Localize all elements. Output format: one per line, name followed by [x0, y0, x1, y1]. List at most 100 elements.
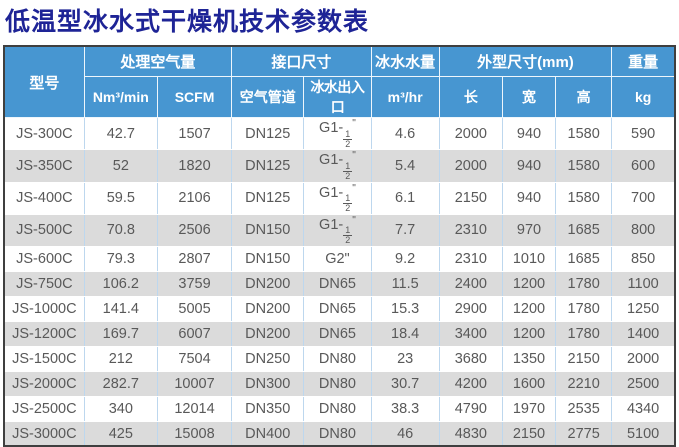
table-row: JS-350C 52 1820 DN125 G1- 1 2 " 5.4 2000 940 1580 60…	[3, 149, 676, 183]
value-cell: 169.7	[83, 320, 158, 347]
value-cell: 15.3	[370, 295, 440, 322]
header-port-water-inlet: 冰水出入口	[303, 76, 372, 119]
table-row: JS-1000C 141.4 5005 DN200 DN65 15.3 2900 1200 17…	[3, 295, 676, 322]
value-cell: 30.7	[370, 370, 440, 397]
value-cell: 1100	[611, 270, 676, 297]
value-cell: DN65	[303, 270, 372, 297]
page-title: 低温型冰水式干燥机技术参数表	[5, 8, 370, 36]
value-cell: 52	[83, 149, 158, 183]
model-cell: JS-1000C	[3, 295, 85, 322]
value-cell: DN80	[303, 420, 372, 447]
value-cell: 79.3	[83, 245, 158, 272]
value-cell: 18.4	[370, 320, 440, 347]
value-cell: 940	[501, 117, 557, 151]
value-cell: DN125	[231, 117, 305, 151]
value-cell: G1- 1 2 "	[303, 149, 372, 183]
model-cell: JS-3000C	[3, 420, 85, 447]
value-cell: 970	[501, 213, 557, 247]
value-cell: DN125	[231, 181, 305, 215]
value-cell: 282.7	[83, 370, 158, 397]
value-cell: 2900	[438, 295, 503, 322]
value-cell: G2"	[303, 245, 372, 272]
value-cell: 2150	[555, 345, 613, 372]
value-cell: 7504	[156, 345, 233, 372]
header-dim-height: 高	[555, 76, 613, 119]
model-cell: JS-1200C	[3, 320, 85, 347]
header-port-air-pipe: 空气管道	[231, 76, 305, 119]
value-cell: 700	[611, 181, 676, 215]
header-port-size: 接口尺寸	[231, 45, 372, 78]
value-cell: 2400	[438, 270, 503, 297]
value-cell: 2807	[156, 245, 233, 272]
value-cell: 1780	[555, 270, 613, 297]
table-row: JS-300C 42.7 1507 DN125 G1- 1 2 " 4.6 2000 940 1580…	[3, 117, 676, 151]
value-cell: DN400	[231, 420, 305, 447]
header-water-unit: m³/hr	[370, 76, 440, 119]
value-cell: 2775	[555, 420, 613, 447]
value-cell: 425	[83, 420, 158, 447]
table-row: JS-400C 59.5 2106 DN125 G1- 1 2 " 6.1 2150 940 1580…	[3, 181, 676, 215]
value-cell: 7.7	[370, 213, 440, 247]
value-cell: 1350	[501, 345, 557, 372]
value-cell: G1- 1 2 "	[303, 181, 372, 215]
value-cell: 1200	[501, 270, 557, 297]
value-cell: 1580	[555, 117, 613, 151]
table-row: JS-3000C 425 15008 DN400 DN80 46 4830 2150 2775 5…	[3, 420, 676, 447]
model-cell: JS-750C	[3, 270, 85, 297]
header-dim-width: 宽	[501, 76, 557, 119]
table-row: JS-750C 106.2 3759 DN200 DN65 11.5 2400 1200 178…	[3, 270, 676, 297]
value-cell: DN65	[303, 320, 372, 347]
value-cell: 1820	[156, 149, 233, 183]
value-cell: 1580	[555, 149, 613, 183]
header-weight: 重量	[611, 45, 676, 78]
header-weight-unit: kg	[611, 76, 676, 119]
value-cell: 23	[370, 345, 440, 372]
header-air-volume: 处理空气量	[83, 45, 233, 78]
model-cell: JS-500C	[3, 213, 85, 247]
value-cell: 212	[83, 345, 158, 372]
header-dim-length: 长	[438, 76, 503, 119]
value-cell: 5005	[156, 295, 233, 322]
model-cell: JS-600C	[3, 245, 85, 272]
value-cell: 1600	[501, 370, 557, 397]
value-cell: DN300	[231, 370, 305, 397]
value-cell: G1- 1 2 "	[303, 213, 372, 247]
value-cell: 6007	[156, 320, 233, 347]
value-cell: 2310	[438, 245, 503, 272]
page: 低温型冰水式干燥机技术参数表 型号 处理空气量 接口尺寸 冰水水量 外型尺寸(m…	[3, 8, 676, 447]
value-cell: DN250	[231, 345, 305, 372]
value-cell: 1780	[555, 320, 613, 347]
value-cell: 4200	[438, 370, 503, 397]
value-cell: DN80	[303, 370, 372, 397]
value-cell: 1400	[611, 320, 676, 347]
value-cell: 2106	[156, 181, 233, 215]
header-air-unit-scfm: SCFM	[156, 76, 233, 119]
value-cell: 10007	[156, 370, 233, 397]
value-cell: 600	[611, 149, 676, 183]
value-cell: 4.6	[370, 117, 440, 151]
value-cell: 1250	[611, 295, 676, 322]
value-cell: 940	[501, 149, 557, 183]
value-cell: DN200	[231, 270, 305, 297]
value-cell: DN200	[231, 295, 305, 322]
header-group-row: 型号 处理空气量 接口尺寸 冰水水量 外型尺寸(mm) 重量	[3, 45, 676, 119]
table-header: 型号 处理空气量 接口尺寸 冰水水量 外型尺寸(mm) 重量 Nm³/min S…	[3, 45, 676, 119]
value-cell: 2000	[438, 149, 503, 183]
value-cell: 11.5	[370, 270, 440, 297]
value-cell: 850	[611, 245, 676, 272]
value-cell: 42.7	[83, 117, 158, 151]
value-cell: 2506	[156, 213, 233, 247]
table-row: JS-1200C 169.7 6007 DN200 DN65 18.4 3400 1200 17…	[3, 320, 676, 347]
value-cell: 2500	[611, 370, 676, 397]
value-cell: 59.5	[83, 181, 158, 215]
header-unit-row: Nm³/min SCFM 空气管道 冰水出入口 m³/hr 长 宽 高 kg	[4, 76, 676, 119]
value-cell: DN150	[231, 245, 305, 272]
model-cell: JS-350C	[3, 149, 85, 183]
value-cell: 106.2	[83, 270, 158, 297]
model-cell: JS-400C	[3, 181, 85, 215]
value-cell: 4830	[438, 420, 503, 447]
header-model: 型号	[3, 45, 85, 119]
